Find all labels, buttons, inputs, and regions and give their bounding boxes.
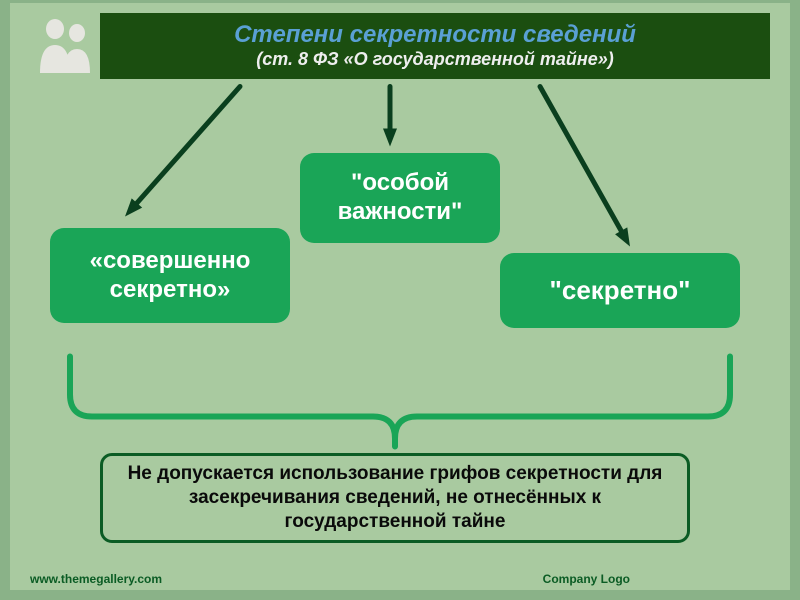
- footer-logo-text: Company Logo: [543, 572, 630, 586]
- title-sub: (ст. 8 ФЗ «О государственной тайне»): [256, 50, 614, 70]
- node-label: "секретно": [550, 275, 691, 306]
- node-label: «совершенно секретно»: [64, 247, 276, 305]
- node-label: "особой важности": [314, 169, 486, 227]
- node-top-secret: «совершенно секретно»: [50, 228, 290, 323]
- people-icon: [30, 11, 100, 81]
- node-secret: "секретно": [500, 253, 740, 328]
- slide: Степени секретности сведений (ст. 8 ФЗ «…: [0, 0, 800, 600]
- node-special-importance: "особой важности": [300, 153, 500, 243]
- footer-url: www.themegallery.com: [30, 572, 162, 586]
- bottom-note-box: Не допускается использование грифов секр…: [100, 453, 690, 543]
- bottom-note-text: Не допускается использование грифов секр…: [121, 462, 669, 533]
- title-box: Степени секретности сведений (ст. 8 ФЗ «…: [100, 13, 770, 79]
- title-main: Степени секретности сведений: [234, 22, 636, 48]
- header: Степени секретности сведений (ст. 8 ФЗ «…: [30, 11, 770, 81]
